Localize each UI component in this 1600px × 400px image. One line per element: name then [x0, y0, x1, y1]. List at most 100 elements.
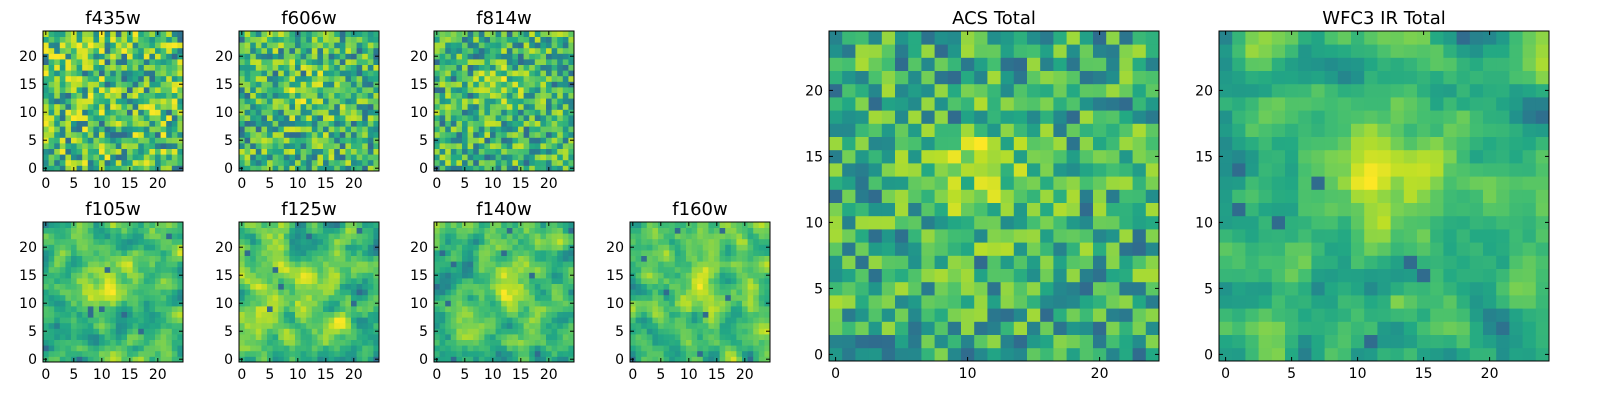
- heatmap-cell: [445, 59, 452, 65]
- heatmap-cell: [272, 47, 279, 54]
- heatmap-cell: [48, 294, 55, 301]
- heatmap-cell: [758, 328, 765, 335]
- heatmap-cell: [334, 283, 341, 290]
- heatmap-cell: [546, 75, 552, 82]
- heatmap-cell: [551, 126, 558, 133]
- heatmap-cell: [987, 281, 1001, 296]
- heatmap-cell: [501, 36, 508, 43]
- heatmap-cell: [317, 227, 324, 234]
- heatmap-cell: [484, 165, 491, 172]
- heatmap-cell: [59, 70, 66, 77]
- heatmap-cell: [334, 266, 341, 273]
- heatmap-cell: [691, 356, 698, 363]
- heatmap-cell: [467, 250, 474, 256]
- heatmap-cell: [1079, 308, 1094, 322]
- heatmap-cell: [534, 266, 541, 273]
- heatmap-cell: [132, 272, 139, 279]
- heatmap-cell: [177, 238, 184, 245]
- heatmap-cell: [568, 250, 575, 256]
- heatmap-cell: [138, 244, 145, 251]
- heatmap-cell: [76, 345, 83, 352]
- heatmap-cell: [300, 339, 307, 346]
- heatmap-cell: [132, 31, 139, 37]
- heatmap-cell: [630, 322, 636, 329]
- heatmap-cell: [506, 339, 513, 346]
- heatmap-cell: [244, 334, 251, 340]
- heatmap-cell: [76, 42, 83, 49]
- heatmap-cell: [562, 148, 569, 155]
- heatmap-cell: [121, 233, 128, 240]
- heatmap-cell: [311, 159, 318, 166]
- heatmap-cell: [300, 126, 307, 133]
- heatmap-cell: [730, 350, 737, 357]
- heatmap-cell: [311, 36, 318, 43]
- heatmap-cell: [753, 350, 760, 357]
- heatmap-cell: [351, 131, 357, 138]
- heatmap-cell: [339, 42, 346, 49]
- heatmap-cell: [160, 300, 167, 307]
- heatmap-cell: [434, 159, 440, 166]
- heatmap-cell: [351, 317, 357, 324]
- heatmap-cell: [71, 47, 77, 54]
- heatmap-cell: [529, 339, 536, 346]
- heatmap-cell: [261, 87, 268, 93]
- heatmap-cell: [439, 81, 446, 88]
- heatmap-cell: [719, 250, 726, 256]
- heatmap-cell: [501, 92, 508, 99]
- heatmap-cell: [328, 272, 335, 279]
- heatmap-cell: [143, 294, 150, 301]
- heatmap-cell: [506, 36, 513, 43]
- heatmap-cell: [71, 250, 77, 256]
- heatmap-cell: [1119, 281, 1133, 296]
- heatmap-cell: [143, 306, 150, 312]
- heatmap-cell: [127, 339, 133, 346]
- heatmap-cell: [947, 215, 962, 230]
- heatmap-cell: [512, 87, 519, 93]
- heatmap-cell: [121, 322, 128, 329]
- heatmap-cell: [987, 255, 1001, 269]
- heatmap-cell: [255, 289, 262, 296]
- heatmap-cell: [82, 289, 89, 296]
- heatmap-cell: [160, 289, 167, 296]
- heatmap-cell: [351, 322, 357, 329]
- heatmap-cell: [551, 87, 558, 93]
- heatmap-cell: [551, 294, 558, 301]
- heatmap-cell: [974, 334, 988, 349]
- heatmap-cell: [362, 92, 369, 99]
- heatmap-cell: [362, 300, 369, 307]
- heatmap-cell: [456, 87, 463, 93]
- heatmap-cell: [278, 328, 285, 335]
- heatmap-cell: [518, 345, 524, 352]
- heatmap-cell: [674, 278, 681, 284]
- heatmap-cell: [351, 283, 357, 290]
- heatmap-cell: [467, 244, 474, 251]
- heatmap-cell: [450, 261, 457, 268]
- heatmap-cell: [501, 278, 508, 284]
- heatmap-cell: [540, 47, 547, 54]
- heatmap-cell: [523, 339, 530, 346]
- heatmap-cell: [512, 233, 519, 240]
- heatmap-cell: [115, 339, 122, 346]
- heatmap-cell: [132, 143, 139, 149]
- heatmap-cell: [261, 98, 268, 105]
- heatmap-cell: [529, 350, 536, 357]
- heatmap-cell: [456, 294, 463, 301]
- heatmap-cell: [362, 42, 369, 49]
- heatmap-cell: [239, 233, 245, 240]
- heatmap-cell: [725, 345, 732, 352]
- heatmap-cell: [345, 47, 352, 54]
- heatmap-cell: [278, 115, 285, 121]
- heatmap-cell: [708, 261, 715, 268]
- y-tick-label: 15: [19, 77, 37, 93]
- heatmap-cell: [339, 64, 346, 71]
- heatmap-cell: [87, 103, 94, 110]
- heatmap-cell: [467, 70, 474, 77]
- heatmap-cell: [506, 148, 513, 155]
- heatmap-cell: [334, 317, 341, 324]
- heatmap-cell: [283, 159, 290, 166]
- heatmap-cell: [473, 75, 480, 82]
- heatmap-cell: [506, 143, 513, 149]
- heatmap-cell: [490, 36, 496, 43]
- heatmap-cell: [132, 70, 139, 77]
- heatmap-cell: [708, 300, 715, 307]
